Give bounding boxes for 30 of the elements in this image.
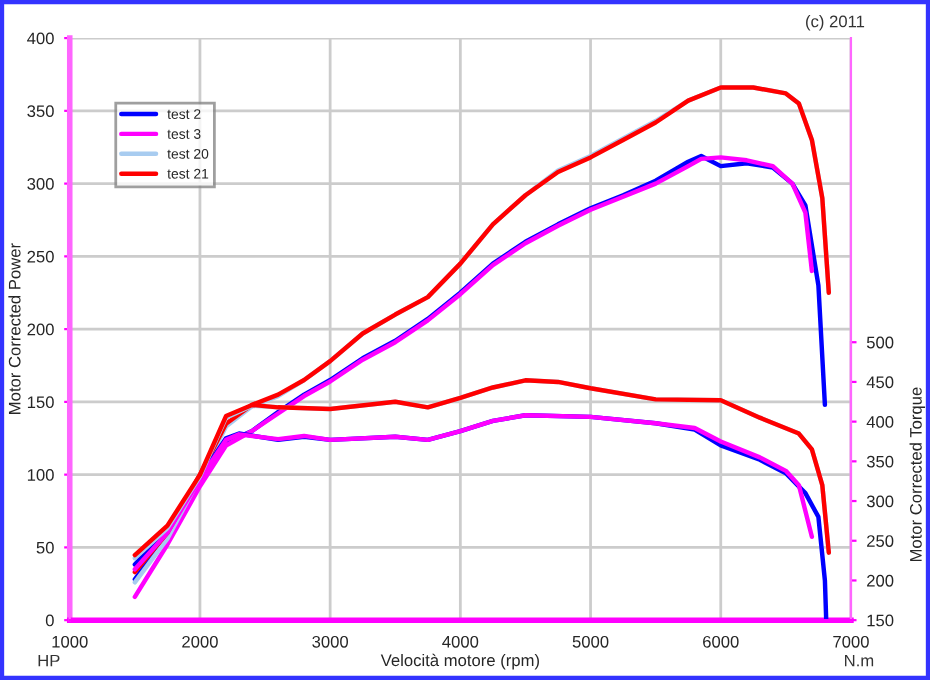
y-tick-label: 400	[27, 32, 54, 45]
x-tick-label: 1000	[52, 635, 88, 648]
x-tick-label: 5000	[572, 635, 609, 648]
x-axis-title: Velocità motore (rpm)	[380, 653, 539, 670]
y-tick-label: 200	[27, 323, 54, 336]
y-tick-label: 250	[27, 250, 54, 263]
y2-tick-label: 250	[867, 535, 894, 547]
text: N.m	[845, 654, 874, 667]
y-tick-label: 100	[27, 469, 54, 481]
x-tick-label: 4000	[442, 635, 479, 648]
y2-tick-label: 350	[866, 455, 894, 468]
y2-tick-label: 500	[866, 336, 894, 349]
y-tick-label: 50	[36, 541, 54, 554]
y-axis-title: Motor Corrected Power	[8, 243, 21, 414]
x-tick-label: 6000	[703, 635, 739, 648]
y-tick-label: 150	[27, 396, 54, 409]
y-tick-label: 300	[27, 178, 54, 190]
y2-axis-title: Motor Corrected Torque	[909, 387, 926, 562]
x-tick-label: 2000	[182, 635, 218, 648]
y2-tick-label: 400	[866, 416, 894, 428]
y2-tick-label: 450	[866, 376, 894, 389]
y2-tick-label: 150	[867, 614, 894, 627]
x-tick-label: 3000	[312, 635, 349, 648]
x-tick-label: 7000	[833, 635, 869, 648]
y2-tick-label: 300	[866, 495, 894, 508]
text: (c) 2011	[806, 15, 865, 31]
y-tick-label: 350	[27, 105, 54, 118]
y2-tick-label: 200	[867, 574, 894, 587]
text: HP	[38, 654, 60, 667]
y-tick-label: 0	[45, 614, 54, 627]
